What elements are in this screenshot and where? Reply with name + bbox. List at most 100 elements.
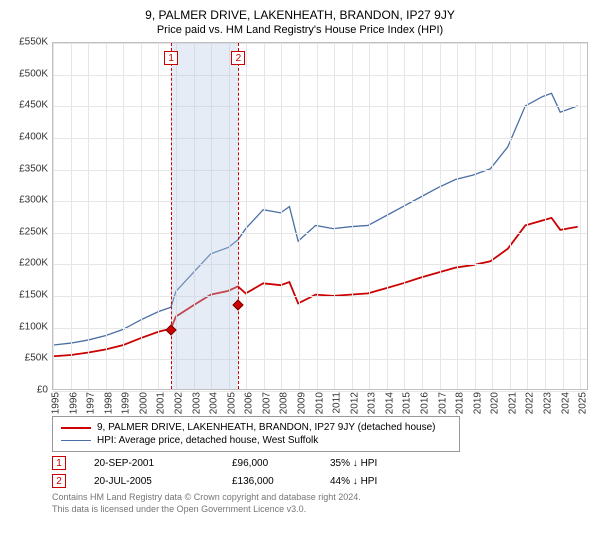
gridline-v [281, 43, 282, 389]
gridline-v [88, 43, 89, 389]
gridline-h [53, 201, 587, 202]
gridline-v [527, 43, 528, 389]
sale-price: £96,000 [232, 458, 302, 469]
xtick-label: 2004 [209, 392, 220, 414]
ytick-label: £50K [25, 353, 48, 364]
event-line [238, 43, 239, 389]
xtick-label: 2007 [261, 392, 272, 414]
gridline-v [422, 43, 423, 389]
sale-date: 20-JUL-2005 [94, 476, 204, 487]
ytick-label: £350K [19, 163, 48, 174]
chart-area: 12 £0£50K£100K£150K£200K£250K£300K£350K£… [12, 42, 588, 412]
gridline-v [545, 43, 546, 389]
gridline-v [563, 43, 564, 389]
gridline-v [334, 43, 335, 389]
xtick-label: 2015 [402, 392, 413, 414]
gridline-v [246, 43, 247, 389]
sale-delta: 35% ↓ HPI [330, 458, 410, 469]
event-band [171, 43, 238, 389]
xtick-label: 2006 [244, 392, 255, 414]
gridline-v [369, 43, 370, 389]
footer-line2: This data is licensed under the Open Gov… [52, 504, 588, 516]
plot-region: 12 [52, 42, 588, 390]
series-lines [53, 43, 587, 389]
xtick-label: 2024 [560, 392, 571, 414]
gridline-v [264, 43, 265, 389]
ytick-label: £400K [19, 131, 48, 142]
gridline-v [475, 43, 476, 389]
xtick-label: 2008 [279, 392, 290, 414]
chart-subtitle: Price paid vs. HM Land Registry's House … [12, 24, 588, 36]
xtick-label: 2021 [507, 392, 518, 414]
ytick-label: £250K [19, 226, 48, 237]
footer-line1: Contains HM Land Registry data © Crown c… [52, 492, 588, 504]
xtick-label: 2010 [314, 392, 325, 414]
gridline-v [440, 43, 441, 389]
ytick-label: £0 [37, 385, 48, 396]
xtick-label: 2013 [367, 392, 378, 414]
sale-rows: 1 20-SEP-2001 £96,000 35% ↓ HPI 2 20-JUL-2005… [12, 456, 588, 488]
event-marker: 1 [164, 51, 178, 65]
event-marker: 2 [231, 51, 245, 65]
xtick-label: 2022 [525, 392, 536, 414]
ytick-label: £200K [19, 258, 48, 269]
gridline-h [53, 296, 587, 297]
xtick-label: 2020 [490, 392, 501, 414]
sale-index-box: 1 [52, 456, 66, 470]
gridline-h [53, 75, 587, 76]
xtick-label: 2019 [472, 392, 483, 414]
sale-date: 20-SEP-2001 [94, 458, 204, 469]
xtick-label: 2018 [455, 392, 466, 414]
xtick-label: 2025 [578, 392, 589, 414]
xtick-label: 2005 [226, 392, 237, 414]
xtick-label: 1995 [51, 392, 62, 414]
ytick-label: £500K [19, 68, 48, 79]
legend-box: 9, PALMER DRIVE, LAKENHEATH, BRANDON, IP… [52, 416, 460, 452]
sale-delta: 44% ↓ HPI [330, 476, 410, 487]
gridline-v [510, 43, 511, 389]
legend-swatch-icon [61, 440, 91, 441]
xtick-label: 2016 [420, 392, 431, 414]
legend-item: HPI: Average price, detached house, West… [61, 434, 451, 447]
gridline-h [53, 264, 587, 265]
xtick-label: 2001 [156, 392, 167, 414]
gridline-v [106, 43, 107, 389]
ytick-label: £300K [19, 195, 48, 206]
xtick-label: 2000 [138, 392, 149, 414]
footer-text: Contains HM Land Registry data © Crown c… [52, 492, 588, 515]
chart-title: 9, PALMER DRIVE, LAKENHEATH, BRANDON, IP… [12, 8, 588, 22]
gridline-h [53, 328, 587, 329]
gridline-h [53, 233, 587, 234]
xtick-label: 2002 [174, 392, 185, 414]
gridline-h [53, 359, 587, 360]
xtick-label: 1997 [86, 392, 97, 414]
gridline-v [387, 43, 388, 389]
gridline-h [53, 170, 587, 171]
xtick-label: 2011 [332, 392, 343, 414]
ytick-label: £450K [19, 100, 48, 111]
xtick-label: 2012 [349, 392, 360, 414]
xtick-label: 2014 [384, 392, 395, 414]
gridline-v [123, 43, 124, 389]
gridline-v [352, 43, 353, 389]
ytick-label: £550K [19, 37, 48, 48]
xtick-label: 2023 [543, 392, 554, 414]
xtick-label: 1998 [103, 392, 114, 414]
gridline-v [457, 43, 458, 389]
gridline-v [299, 43, 300, 389]
gridline-v [141, 43, 142, 389]
gridline-v [580, 43, 581, 389]
xtick-label: 2009 [297, 392, 308, 414]
sale-row: 220-JUL-2005£136,00044% ↓ HPI [52, 474, 588, 488]
gridline-h [53, 43, 587, 44]
gridline-v [317, 43, 318, 389]
gridline-v [158, 43, 159, 389]
xtick-label: 1999 [121, 392, 132, 414]
sale-index-box: 2 [52, 474, 66, 488]
gridline-v [53, 43, 54, 389]
xtick-label: 2017 [437, 392, 448, 414]
xtick-label: 1996 [68, 392, 79, 414]
event-line [171, 43, 172, 389]
legend-item: 9, PALMER DRIVE, LAKENHEATH, BRANDON, IP… [61, 421, 451, 434]
gridline-h [53, 138, 587, 139]
